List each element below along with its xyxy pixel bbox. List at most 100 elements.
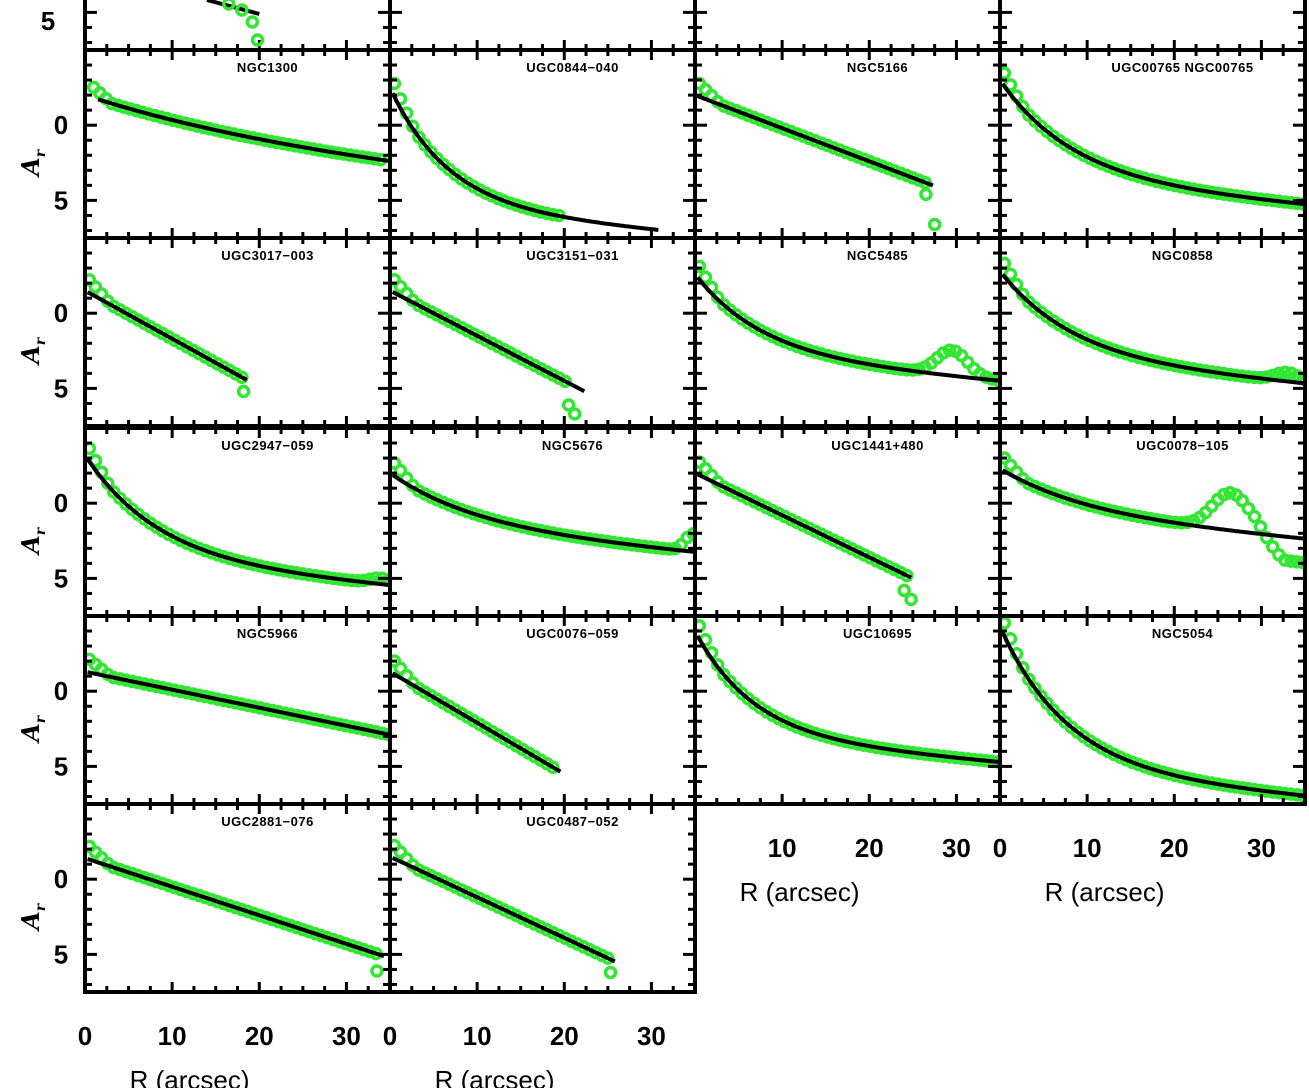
panel-plot-area	[85, 273, 251, 399]
panel-frame	[693, 426, 1002, 618]
panel-frame	[693, 48, 1002, 240]
panel-plot-area	[390, 456, 695, 556]
panel-plot-area	[1000, 66, 1305, 211]
panel-4: UGC3017−003 0 5Ar	[16, 236, 392, 428]
ytick-label: 5	[54, 939, 68, 969]
panel-title: UGC3151−031	[526, 248, 619, 263]
fit-line	[97, 97, 390, 164]
ytick-label: 0	[54, 488, 68, 518]
panel-title: UGC2881−076	[221, 814, 314, 829]
x-axis-col-4: 0 10 20 30 R (arcsec)	[993, 833, 1276, 907]
panel-plot-area	[1000, 451, 1305, 570]
panel-7: NGC0858	[998, 236, 1307, 428]
data-point	[370, 964, 384, 978]
data-point	[235, 3, 249, 17]
fit-line	[87, 670, 389, 737]
panel-plot-area	[390, 654, 562, 775]
panel-frame	[388, 0, 697, 52]
xtick-label: 0	[993, 833, 1007, 863]
fit-line	[696, 472, 912, 580]
panel-frame	[388, 426, 697, 618]
panel-plot-area	[695, 619, 1000, 769]
data-point	[904, 592, 918, 607]
xtick-label: 10	[158, 1021, 187, 1051]
data-point	[1000, 66, 1012, 80]
xtick-label: 30	[332, 1021, 361, 1051]
fit-line	[391, 856, 616, 964]
panel-frame	[83, 236, 392, 428]
fit-line	[391, 473, 694, 554]
ytick-label: 0	[54, 110, 68, 140]
panel-frame	[693, 614, 1002, 806]
xtick-label: 0	[78, 1021, 92, 1051]
ytick-label: 0	[54, 864, 68, 894]
panel-plot-area	[695, 455, 918, 607]
panel-title: UGC0076−059	[526, 626, 619, 641]
panel-12: NGC5966 0 5Ar	[16, 614, 392, 806]
panel-plot-area	[390, 838, 618, 980]
ylabel: Ar	[16, 526, 49, 556]
panel-6: NGC5485	[693, 236, 1002, 428]
panel-9: NGC5676	[388, 426, 697, 618]
panel-14: UGC10695	[693, 614, 1002, 806]
panel-title: NGC5676	[542, 438, 603, 453]
data-point	[1003, 267, 1018, 281]
panel-title: UGC10695	[843, 626, 912, 641]
data-point	[1284, 554, 1298, 568]
data-point	[1278, 553, 1292, 567]
ylabel: Ar	[16, 336, 49, 366]
panel-frame	[83, 802, 392, 994]
fit-line	[1000, 631, 1304, 798]
panel-15: NGC5054	[998, 614, 1307, 806]
ytick-label: 5	[41, 6, 55, 36]
ytick-label: 0	[54, 298, 68, 328]
panel-17: UGC0487−052	[388, 802, 697, 994]
panel-plot-area	[390, 272, 586, 421]
ytick-label: 5	[54, 373, 68, 403]
data-point	[245, 15, 260, 29]
data-point	[1028, 681, 1042, 695]
xtick-label: 10	[463, 1021, 492, 1051]
x-axis-col-3: 10 20 30 R (arcsec)	[740, 833, 971, 907]
xtick-label: 20	[855, 833, 884, 863]
panel-title: UGC2947−059	[221, 438, 314, 453]
panel-title: UGC1441+480	[831, 438, 924, 453]
xtick-label: 20	[1160, 833, 1189, 863]
fit-line	[696, 276, 999, 383]
ylabel: Ar	[16, 148, 49, 178]
panel-frame	[998, 0, 1307, 52]
panel-0: NGC1300 0 5Ar	[16, 48, 392, 240]
ytick-label: 5	[54, 751, 68, 781]
ytick-label: 5	[54, 563, 68, 593]
data-point	[250, 33, 265, 47]
panel-frame	[83, 426, 392, 618]
panel-8: UGC2947−059 0 5Ar	[16, 426, 392, 618]
data-point	[561, 398, 576, 412]
panel-title: UGC0844−040	[526, 60, 619, 75]
panel-frame	[388, 236, 697, 428]
ytick-label: 5	[54, 185, 68, 215]
xtick-label: 30	[1247, 833, 1276, 863]
panel-title: NGC5966	[237, 626, 298, 641]
ylabel: Ar	[16, 902, 49, 932]
panel-13: UGC0076−059	[388, 614, 697, 806]
xtick-label: 0	[383, 1021, 397, 1051]
panel-frame	[998, 48, 1307, 240]
fit-line	[1001, 468, 1304, 541]
panel-3: UGC00765 NGC00765	[998, 48, 1307, 240]
fit-line	[85, 457, 389, 587]
panel-plot-area	[85, 441, 390, 588]
fit-line	[86, 290, 248, 382]
panel-frame	[693, 236, 1002, 428]
panel-2: NGC5166	[693, 48, 1002, 240]
data-point	[222, 0, 236, 11]
panel-title: UGC0078−105	[1136, 438, 1229, 453]
data-point	[900, 568, 914, 583]
data-point	[1253, 519, 1268, 534]
fit-line	[86, 857, 385, 959]
fit-line	[391, 671, 562, 774]
partial-top-panel-2	[693, 0, 1002, 52]
ylabel: Ar	[16, 714, 49, 744]
panel-frame	[83, 614, 392, 806]
